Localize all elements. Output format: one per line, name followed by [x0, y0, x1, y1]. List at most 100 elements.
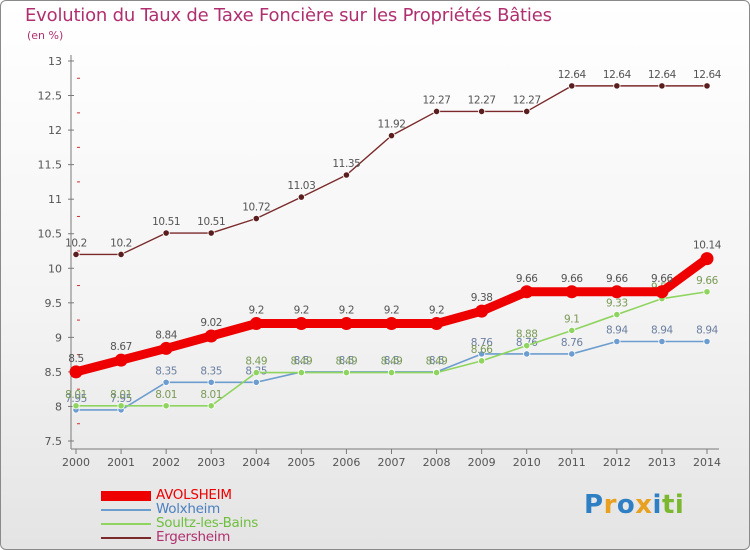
data-label: 8.49 [245, 356, 267, 368]
data-label: 8.88 [516, 329, 538, 341]
y-tick-label: 12.5 [38, 90, 63, 103]
data-point [297, 193, 305, 201]
data-point [252, 378, 260, 386]
data-label: 9.66 [561, 273, 583, 285]
x-tick-label: 2006 [332, 456, 360, 469]
data-label: 10.51 [152, 216, 180, 228]
data-point [700, 252, 714, 266]
data-point [658, 337, 666, 346]
data-label: 8.5 [339, 355, 355, 367]
data-point [432, 368, 441, 377]
series-soultz-les-bains: 8.01 8.01 8.01 8.01 8.49 8.49 8.49 8.49 8.49 8.66… [65, 275, 719, 410]
legend-item: Ergersheim [101, 529, 361, 545]
data-point [385, 317, 398, 331]
data-label: 12.64 [648, 69, 677, 81]
data-label: 8.76 [471, 337, 493, 349]
data-label: 8.5 [294, 355, 310, 367]
y-tick-label: 13 [48, 55, 62, 68]
data-label: 10.2 [110, 237, 132, 249]
y-tick-label: 10.5 [38, 228, 63, 241]
data-point [523, 342, 531, 350]
data-label: 10.2 [65, 237, 87, 249]
legend-swatch-ergersheim [101, 537, 151, 539]
data-label: 9.02 [200, 317, 222, 329]
data-label: 9.2 [339, 305, 355, 317]
x-tick-label: 2009 [468, 456, 496, 469]
data-label: 9.2 [249, 305, 265, 317]
data-label: 8.67 [110, 341, 132, 353]
data-point [69, 365, 83, 379]
legend-label: Ergersheim [156, 529, 231, 545]
y-tick-label: 9 [55, 331, 62, 344]
data-point [159, 341, 173, 355]
data-label: 12.64 [603, 69, 632, 81]
x-tick-label: 2011 [558, 456, 586, 469]
data-label: 9.2 [384, 305, 400, 317]
y-tick-label: 11 [48, 193, 62, 206]
data-point [252, 368, 260, 377]
data-label: 8.01 [110, 389, 132, 401]
proxiti-logo: Proxiti [584, 490, 685, 520]
data-point [613, 337, 621, 346]
data-point [117, 250, 125, 259]
data-label: 9.38 [471, 292, 493, 304]
data-label: 8.01 [200, 389, 222, 401]
data-point [297, 368, 305, 377]
data-label: 8.49 [426, 356, 448, 368]
x-tick-label: 2012 [603, 456, 631, 469]
data-label: 8.76 [561, 337, 583, 349]
legend-swatch-soultz [101, 523, 151, 525]
legend: AVOLSHEIM Wolxheim Soultz-les-Bains Erge… [101, 487, 361, 545]
data-point [478, 350, 486, 358]
chart-title: Evolution du Taux de Taxe Foncière sur l… [25, 5, 552, 26]
data-point [117, 402, 125, 410]
data-label: 8.84 [155, 329, 177, 341]
data-point [703, 82, 711, 90]
legend-swatch-wolxheim [101, 509, 151, 511]
data-point [162, 229, 170, 237]
data-label: 11.35 [332, 158, 360, 170]
y-tick-label: 9.5 [45, 297, 63, 310]
x-tick-label: 2003 [197, 456, 225, 469]
data-label: 11.92 [377, 119, 405, 131]
data-point [342, 171, 351, 179]
data-label: 12.27 [513, 94, 541, 106]
data-label: 8.49 [381, 356, 403, 368]
x-tick-label: 2014 [693, 456, 721, 469]
data-point [387, 132, 396, 140]
data-label: 10.72 [242, 202, 270, 214]
data-point [478, 107, 486, 116]
data-label: 11.03 [287, 180, 315, 192]
data-point [72, 250, 80, 259]
data-point [568, 82, 576, 90]
data-point [207, 402, 215, 410]
data-point [655, 285, 669, 299]
series-avolsheim: 8.5 8.67 8.84 9.02 9.2 9.2 9.2 9.2 9.2 9.38 9.66 9.… [68, 240, 722, 379]
data-label: 8.35 [200, 365, 222, 377]
y-tick-label: 8 [55, 400, 62, 413]
data-point [568, 326, 576, 335]
legend-label: Wolxheim [156, 501, 220, 517]
data-point [294, 317, 308, 331]
chart-unit: (en %) [27, 29, 64, 42]
data-label: 10.51 [197, 216, 225, 228]
data-point [613, 310, 621, 319]
x-tick-label: 2005 [287, 456, 315, 469]
x-tick-label: 2004 [242, 456, 270, 469]
data-label: 8.35 [155, 365, 177, 377]
x-tick-label: 2002 [152, 456, 180, 469]
x-tick-label: 2008 [423, 456, 451, 469]
y-tick-label: 12 [48, 124, 62, 137]
data-label: 8.66 [471, 344, 493, 356]
data-label: 9.2 [294, 305, 310, 317]
data-point [72, 402, 80, 410]
data-label: 12.27 [468, 94, 496, 106]
data-point [387, 368, 396, 377]
x-tick-label: 2001 [107, 456, 135, 469]
data-label: 8.49 [336, 356, 358, 368]
data-point [249, 317, 263, 331]
data-point [207, 229, 215, 237]
data-label: 10.14 [693, 240, 722, 252]
data-label: 8.5 [68, 353, 84, 365]
